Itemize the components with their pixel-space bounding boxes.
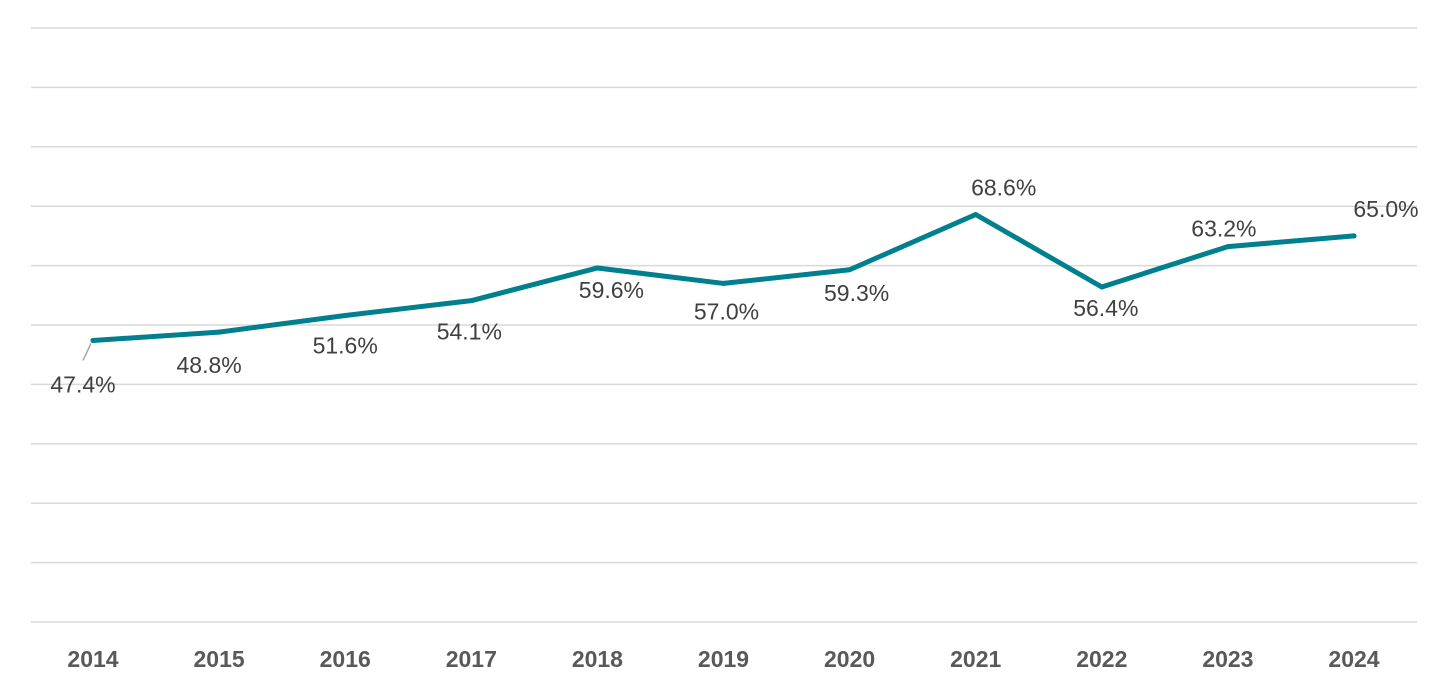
data-label-2015: 48.8% xyxy=(176,352,241,378)
x-tick-label-2015: 2015 xyxy=(194,646,245,672)
data-point-2015 xyxy=(216,329,222,335)
data-label-2023: 63.2% xyxy=(1191,216,1256,242)
x-tick-label-2021: 2021 xyxy=(950,646,1001,672)
leader-line-2014 xyxy=(82,343,92,361)
data-label-2017: 54.1% xyxy=(437,319,502,345)
data-point-2024 xyxy=(1351,233,1357,239)
series-layer xyxy=(90,212,1357,343)
data-label-2022: 56.4% xyxy=(1073,295,1138,321)
data-label-2016: 51.6% xyxy=(313,332,378,358)
x-tick-label-2018: 2018 xyxy=(572,646,623,672)
data-point-2019 xyxy=(721,280,726,286)
x-tick-label-2014: 2014 xyxy=(67,646,118,672)
x-tick-label-2024: 2024 xyxy=(1328,646,1379,672)
x-axis-tick-labels: 2014 2015 2016 2017 2018 2019 2020 2021 2022 2023… xyxy=(67,646,1379,672)
leader-lines xyxy=(82,343,92,361)
data-point-2018 xyxy=(594,265,600,271)
data-point-2023 xyxy=(1225,244,1231,250)
x-tick-label-2019: 2019 xyxy=(698,646,749,672)
data-label-2018: 59.6% xyxy=(579,277,644,303)
data-label-2014: 47.4% xyxy=(50,371,115,397)
data-label-2024: 65.0% xyxy=(1353,196,1418,222)
x-tick-label-2023: 2023 xyxy=(1202,646,1253,672)
data-point-2021 xyxy=(973,212,979,218)
data-label-2019: 57.0% xyxy=(694,298,759,324)
data-labels: 47.4% 48.8% 51.6% 54.1% 59.6% 57.0% 59.3% 68.6%… xyxy=(50,175,1418,398)
data-point-2022 xyxy=(1099,284,1105,290)
x-tick-label-2020: 2020 xyxy=(824,646,875,672)
x-tick-label-2022: 2022 xyxy=(1076,646,1127,672)
data-point-2016 xyxy=(342,312,348,318)
x-tick-label-2016: 2016 xyxy=(320,646,371,672)
x-tick-label-2017: 2017 xyxy=(446,646,497,672)
data-point-2017 xyxy=(468,298,474,304)
gridlines xyxy=(31,27,1417,623)
data-label-2021: 68.6% xyxy=(971,175,1036,201)
data-point-2020 xyxy=(847,267,853,273)
data-label-2020: 59.3% xyxy=(824,280,889,306)
data-point-2014 xyxy=(90,337,96,343)
